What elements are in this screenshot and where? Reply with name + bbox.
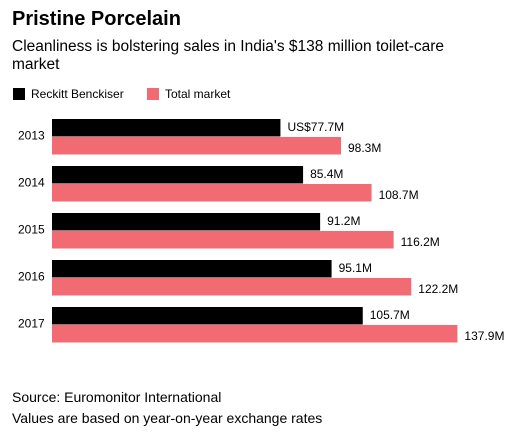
plot: Reckitt Benckiser Total market 2013 US$77.7…: [13, 87, 504, 343]
chart-title: Pristine Porcelain: [12, 8, 181, 30]
value-label: 95.1M: [339, 261, 372, 275]
bar: [52, 137, 342, 155]
y-tick-label: 2015: [18, 223, 45, 237]
value-label: 105.7M: [370, 308, 410, 322]
bar: [52, 184, 372, 202]
bar: [52, 325, 458, 343]
legend-label: Total market: [165, 87, 231, 101]
value-label: 85.4M: [310, 167, 343, 181]
chart-subtitle: Cleanliness is bolstering sales in India…: [12, 38, 445, 73]
bar: [52, 213, 321, 231]
bar: [52, 166, 304, 184]
value-label: 122.2M: [418, 282, 458, 296]
value-label: 91.2M: [327, 214, 360, 228]
y-tick-label: 2017: [18, 317, 45, 331]
bar: [52, 278, 412, 296]
value-label: 98.3M: [348, 141, 381, 155]
bar: [52, 307, 363, 325]
bar: [52, 119, 281, 137]
bar: [52, 260, 332, 278]
legend-swatch: [147, 88, 159, 100]
value-label: 137.9M: [464, 329, 504, 343]
value-label: 108.7M: [379, 188, 419, 202]
footnote: Values are based on year-on-year exchang…: [12, 410, 323, 426]
y-tick-label: 2013: [18, 129, 45, 143]
value-label: 116.2M: [401, 235, 440, 249]
y-tick-label: 2014: [18, 176, 45, 190]
bar: [52, 231, 394, 249]
legend-label: Reckitt Benckiser: [31, 87, 124, 101]
value-label: US$77.7M: [287, 120, 344, 134]
y-tick-label: 2016: [18, 270, 45, 284]
legend-swatch: [13, 88, 25, 100]
source-note: Source: Euromonitor International: [12, 389, 222, 405]
